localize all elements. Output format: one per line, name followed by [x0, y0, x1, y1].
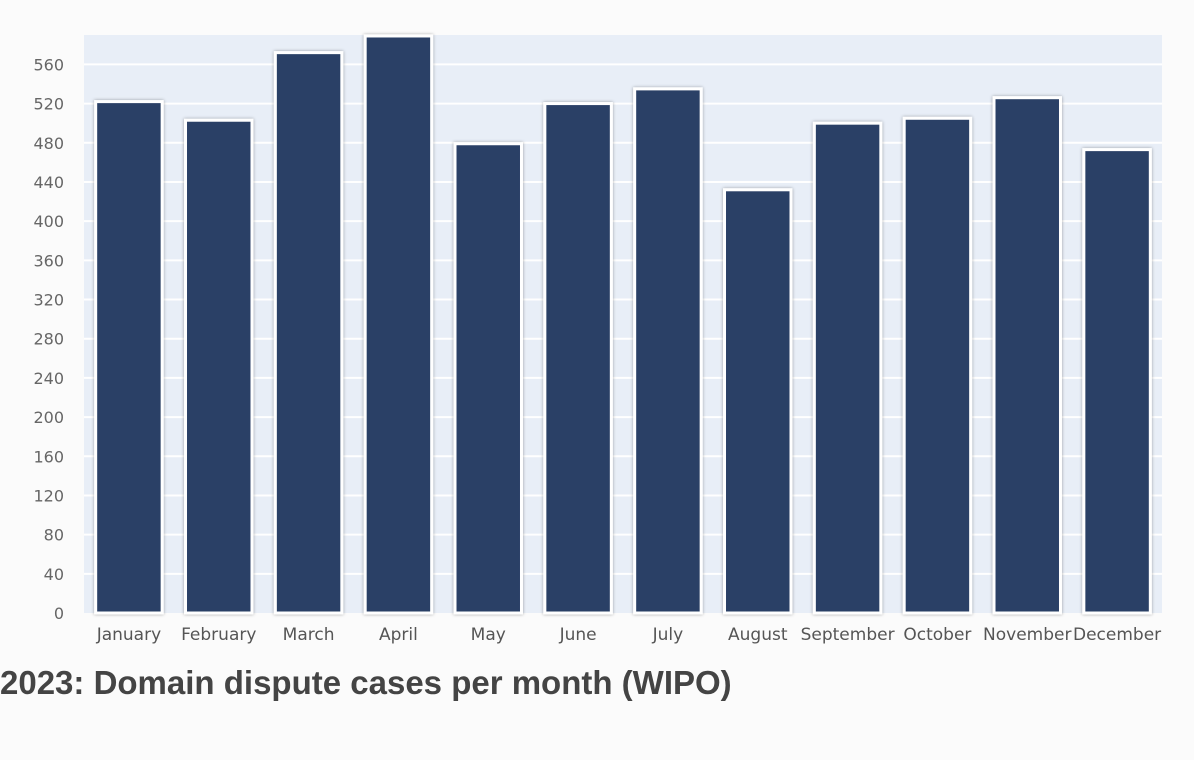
bar-june — [543, 102, 613, 615]
bar-november — [992, 96, 1062, 615]
y-tick-label: 240 — [33, 369, 64, 388]
chart-title: 2023: Domain dispute cases per month (WI… — [0, 664, 732, 701]
y-tick-label: 360 — [33, 251, 64, 270]
y-tick-label: 400 — [33, 212, 64, 231]
x-tick-label: October — [903, 625, 971, 645]
x-axis-labels: January February March April May June July Augu… — [96, 625, 1161, 645]
x-tick-label: January — [96, 625, 161, 645]
x-tick-label: June — [559, 625, 597, 645]
x-tick-label: March — [283, 625, 335, 645]
x-tick-label: August — [728, 625, 788, 645]
bar-february — [184, 118, 254, 615]
bar-january — [94, 100, 164, 615]
x-tick-label: April — [379, 625, 418, 645]
bars — [94, 34, 1152, 615]
y-tick-label: 200 — [33, 408, 64, 427]
bar-april — [363, 34, 434, 615]
y-tick-label: 320 — [33, 291, 64, 310]
y-tick-label: 480 — [33, 134, 64, 153]
bar-march — [273, 51, 344, 615]
x-tick-label: May — [471, 625, 506, 645]
x-tick-label: November — [983, 625, 1071, 645]
bar-october — [902, 116, 973, 615]
y-axis-ticks: 0 40 80 120 160 200 240 280 320 360 400 440 480 520 56… — [33, 55, 64, 623]
y-tick-label: 160 — [33, 447, 64, 466]
y-tick-label: 440 — [33, 173, 64, 192]
bar-september — [812, 121, 883, 615]
y-tick-label: 120 — [33, 486, 64, 505]
y-tick-label: 520 — [33, 95, 64, 114]
plot-area — [84, 35, 1162, 613]
bar-december — [1082, 148, 1152, 615]
bar-july — [633, 87, 703, 615]
bar-may — [453, 142, 523, 615]
x-tick-label: September — [801, 625, 895, 645]
bar-august — [723, 188, 793, 615]
x-tick-label: December — [1073, 625, 1161, 645]
y-tick-label: 0 — [54, 604, 64, 623]
y-tick-label: 280 — [33, 330, 64, 349]
y-tick-label: 40 — [44, 565, 64, 584]
gridlines — [84, 63, 1162, 575]
y-tick-label: 560 — [33, 55, 64, 74]
y-tick-label: 80 — [44, 526, 64, 545]
bar-chart: 0 40 80 120 160 200 240 280 320 360 400 440 480 520 56… — [33, 34, 1162, 645]
x-tick-label: February — [181, 625, 256, 645]
x-tick-label: July — [652, 625, 684, 645]
